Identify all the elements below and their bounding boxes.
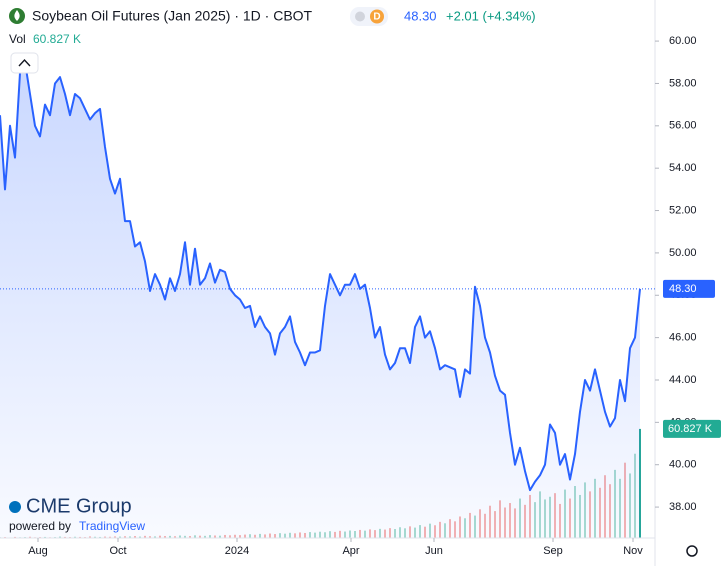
y-tick-label: 58.00: [669, 77, 697, 89]
x-tick-label: Apr: [342, 545, 359, 557]
vol-label: Vol: [9, 32, 26, 46]
x-tick-label: Jun: [425, 545, 443, 557]
symbol-icon-drop: [14, 10, 20, 21]
x-tick-label: Nov: [623, 545, 643, 557]
powered-by: powered by: [9, 519, 71, 533]
collapse-button[interactable]: [10, 52, 39, 74]
last-price-tag: [663, 279, 715, 298]
cme-logo: [9, 501, 21, 513]
y-tick-label: 56.00: [669, 120, 697, 132]
price-change: +2.01 (+4.34%): [446, 8, 536, 23]
chart-title: Soybean Oil Futures (Jan 2025) · 1D · CB…: [32, 8, 313, 24]
price-line: [0, 61, 641, 492]
volume-tag-label: 60.827 K: [668, 423, 713, 435]
cme-brand: CME Group: [26, 495, 132, 517]
y-tick-label: 50.00: [669, 247, 697, 259]
tradingview: TradingView: [79, 519, 145, 533]
y-tick-label: 46.00: [669, 332, 697, 344]
last-price: 48.30: [404, 8, 437, 23]
vol-value: 60.827 K: [33, 32, 81, 46]
y-tick-label: 52.00: [669, 204, 697, 216]
y-tick-label: 60.00: [669, 35, 697, 47]
x-tick-label: Sep: [543, 545, 563, 557]
settings-icon[interactable]: [686, 545, 698, 557]
y-tick-label: 54.00: [669, 162, 697, 174]
badge-text: D: [373, 12, 380, 23]
price-area: [0, 62, 640, 539]
collapse-arrow: [18, 58, 31, 67]
x-tick-label: Oct: [109, 545, 126, 557]
badge-dot: [355, 11, 365, 22]
y-tick-label: 38.00: [669, 501, 697, 513]
x-tick-label: 2024: [225, 545, 249, 557]
x-tick-label: Aug: [28, 545, 48, 557]
y-tick-label: 44.00: [669, 374, 697, 386]
volume-tag: [663, 419, 721, 438]
last-price-tag-label: 48.30: [669, 283, 697, 295]
y-tick-label: 40.00: [669, 459, 697, 471]
badge-icon: [370, 9, 384, 24]
